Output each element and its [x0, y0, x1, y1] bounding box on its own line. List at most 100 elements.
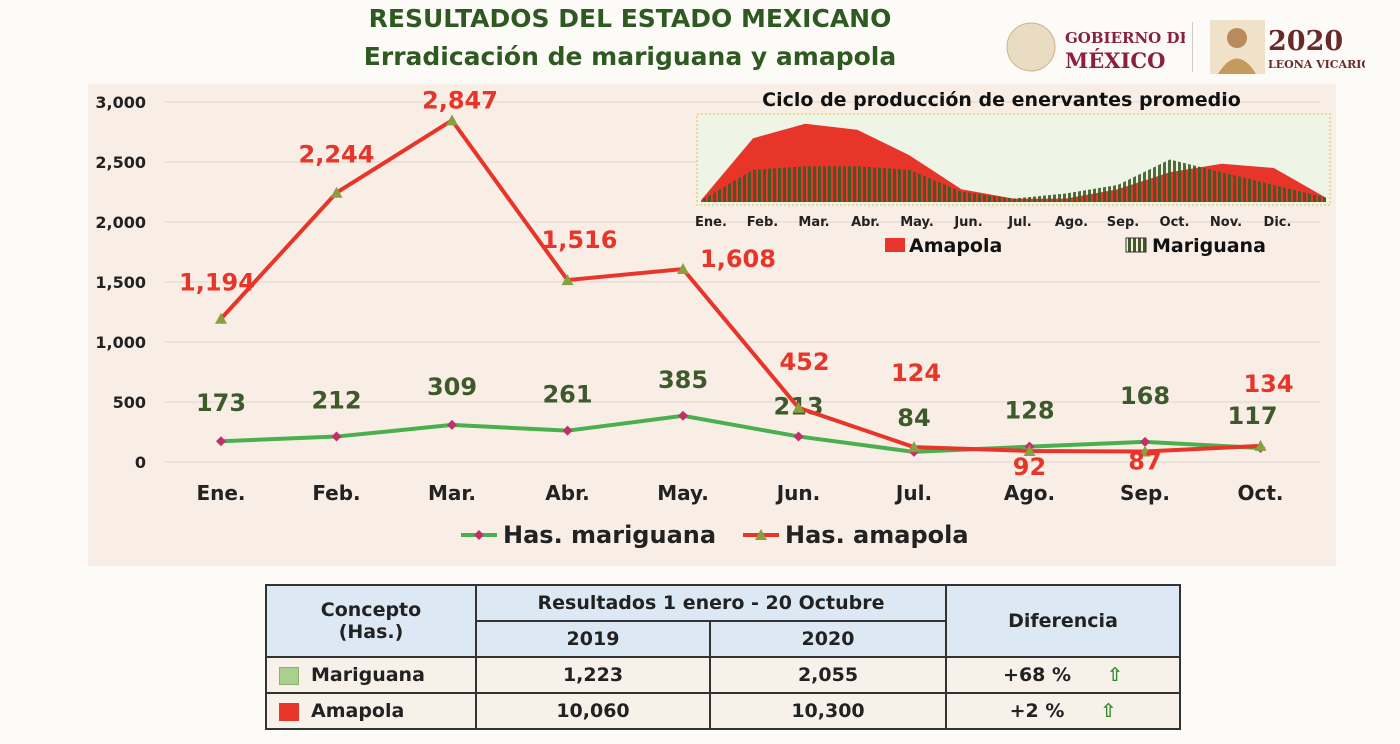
marker-mariguana — [793, 431, 804, 442]
data-label: 1,516 — [542, 226, 618, 254]
inset-x-label: Mar. — [798, 215, 829, 230]
data-label: 128 — [1004, 397, 1054, 425]
cell-diferencia: +2 % ⇧ — [945, 692, 1181, 730]
data-label: 92 — [1013, 453, 1046, 481]
data-label: 173 — [196, 389, 246, 417]
legend-label: Has. mariguana — [503, 521, 716, 549]
y-tick-label: 500 — [113, 393, 146, 412]
data-label: 1,608 — [700, 245, 776, 273]
data-label: 87 — [1128, 448, 1161, 476]
inset-legend-amapola: Amapola — [909, 235, 1002, 257]
marker-amapola — [561, 274, 574, 286]
svg-text:2020: 2020 — [1268, 26, 1343, 57]
data-label: 168 — [1120, 382, 1170, 410]
gobierno-logo: GOBIERNO DE MÉXICO — [1005, 18, 1191, 80]
inset-title: Ciclo de producción de enervantes promed… — [762, 89, 1241, 111]
data-label: 212 — [311, 387, 361, 415]
cell-2020: 10,300 — [709, 692, 947, 730]
inset-x-label: Jul. — [1007, 215, 1032, 230]
series-line-mariguana — [220, 413, 1261, 454]
logo-divider — [1192, 22, 1193, 72]
data-label: 385 — [658, 366, 708, 394]
inset-legend-amapola-swatch — [885, 238, 905, 252]
data-label: 261 — [542, 381, 592, 409]
arrow-up-icon: ⇧ — [1107, 664, 1123, 686]
inset-x-label: Ene. — [695, 215, 727, 230]
marker-amapola — [215, 312, 227, 324]
cell-2019: 10,060 — [475, 692, 711, 730]
header-concepto-line2: (Has.) — [338, 621, 404, 643]
header-2020: 2020 — [709, 620, 947, 658]
y-tick-label: 2,500 — [95, 153, 146, 172]
marker-amapola — [792, 401, 805, 413]
inset-x-label: May. — [900, 215, 934, 230]
x-tick-label: Feb. — [312, 481, 360, 505]
y-tick-label: 1,500 — [95, 273, 146, 292]
diff-value: +2 % — [1009, 700, 1065, 722]
y-tick-label: 0 — [135, 453, 146, 472]
svg-text:MÉXICO: MÉXICO — [1065, 48, 1165, 73]
data-label: 309 — [427, 373, 477, 401]
y-tick-label: 1,000 — [95, 333, 146, 352]
legend-marker — [474, 530, 484, 540]
inset-legend-mariguana: Mariguana — [1152, 235, 1266, 257]
marker-mariguana — [562, 425, 573, 436]
x-tick-label: Abr. — [545, 481, 589, 505]
header-concepto: Concepto (Has.) — [265, 584, 477, 658]
row-concepto: Amapola — [265, 692, 477, 730]
header-diferencia: Diferencia — [945, 584, 1181, 658]
leona-vicario-logo: 2020 LEONA VICARIO — [1210, 18, 1371, 80]
marker-mariguana — [447, 419, 457, 430]
marker-amapola — [330, 186, 343, 198]
marker-amapola — [677, 263, 689, 275]
marker-amapola — [446, 114, 458, 126]
x-tick-label: Jul. — [894, 481, 932, 505]
page-subtitle: Erradicación de mariguana y amapola — [363, 42, 897, 71]
inset-x-label: Oct. — [1160, 215, 1190, 230]
inset-x-label: Abr. — [851, 215, 880, 230]
svg-text:LEONA VICARIO: LEONA VICARIO — [1268, 58, 1365, 71]
arrow-up-icon: ⇧ — [1100, 700, 1117, 722]
cell-2020: 2,055 — [709, 656, 947, 694]
x-tick-label: Jun. — [775, 481, 821, 505]
mariguana-swatch — [279, 666, 299, 685]
x-tick-label: Ago. — [1004, 481, 1055, 505]
data-label: 134 — [1243, 370, 1293, 398]
amapola-swatch — [279, 702, 299, 721]
y-tick-label: 3,000 — [95, 93, 146, 112]
header-concepto-line1: Concepto — [320, 599, 422, 621]
x-tick-label: Ene. — [196, 481, 245, 505]
data-label: 124 — [891, 359, 941, 387]
x-tick-label: Oct. — [1237, 481, 1283, 505]
x-tick-label: Mar. — [428, 481, 476, 505]
chart-panel: 0 500 1,000 1,500 2,000 2,500 3,000 Ene. Feb. Mar… — [88, 84, 1336, 566]
inset-x-label: Nov. — [1210, 215, 1242, 230]
data-label: 117 — [1227, 402, 1277, 430]
data-label: 84 — [897, 404, 930, 432]
marker-mariguana — [216, 436, 226, 447]
header-resultados: Resultados 1 enero - 20 Octubre — [475, 584, 947, 622]
legend-marker — [755, 529, 767, 540]
header-2019: 2019 — [475, 620, 711, 658]
cell-diferencia: +68 % ⇧ — [945, 656, 1181, 694]
y-tick-label: 2,000 — [95, 213, 146, 232]
inset-mariguana-area — [701, 159, 1326, 202]
line-chart: 0 500 1,000 1,500 2,000 2,500 3,000 Ene. Feb. Mar… — [95, 86, 1331, 549]
data-label: 2,244 — [299, 141, 375, 169]
row-concepto: Mariguana — [265, 656, 477, 694]
data-label: 452 — [779, 348, 829, 376]
x-tick-label: May. — [657, 481, 709, 505]
inset-x-label: Ago. — [1055, 215, 1088, 230]
results-table: Concepto (Has.) Resultados 1 enero - 20 O… — [265, 584, 1181, 730]
marker-amapola — [908, 441, 920, 453]
inset-x-label: Dic. — [1264, 215, 1292, 230]
svg-text:GOBIERNO DE: GOBIERNO DE — [1065, 29, 1185, 47]
diff-value: +68 % — [1003, 664, 1072, 686]
marker-amapola — [1023, 444, 1036, 456]
table-row: Amapola 10,060 10,300 +2 % ⇧ — [265, 692, 1181, 730]
series-line-amapola — [219, 117, 1261, 454]
inset-x-label: Jun. — [953, 215, 982, 230]
data-label: 1,194 — [179, 269, 255, 297]
marker-mariguana — [1140, 436, 1150, 447]
legend-label: Has. amapola — [785, 521, 969, 549]
